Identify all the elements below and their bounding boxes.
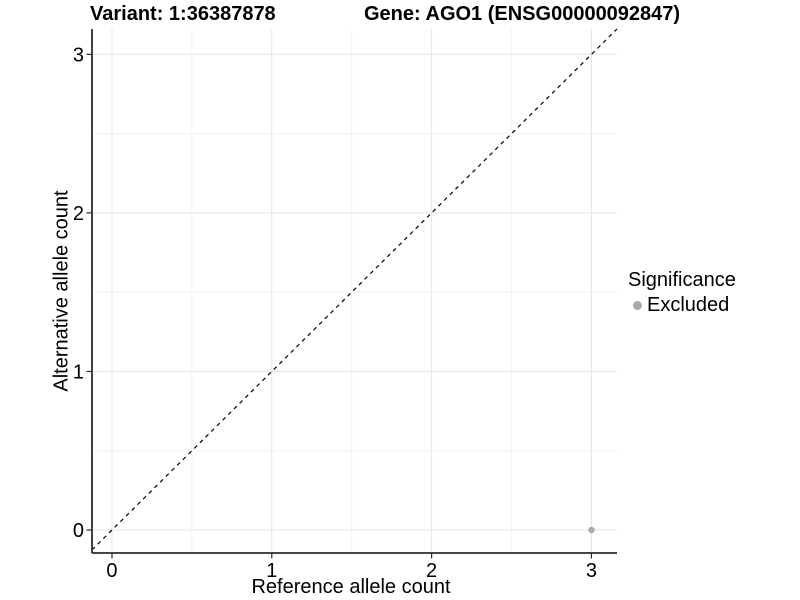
legend-point-icon [633, 301, 642, 310]
x-tick-label: 3 [586, 560, 597, 582]
identity-dashed-line [91, 28, 618, 551]
legend-item-label: Excluded [647, 294, 730, 316]
y-tick-label: 0 [73, 520, 84, 542]
y-axis-label: Alternative allele count [50, 190, 73, 392]
y-tick-label: 3 [73, 44, 84, 66]
x-tick-label: 1 [266, 560, 277, 582]
x-axis-label: Reference allele count [251, 576, 451, 598]
y-tick-label: 1 [73, 361, 84, 383]
data-point [588, 526, 595, 534]
x-tick-label: 0 [106, 560, 117, 582]
gene-title: Gene: AGO1 (ENSG00000092847) [364, 3, 681, 25]
legend-item-excluded: Excluded [628, 294, 736, 317]
variant-title: Variant: 1:36387878 [90, 3, 276, 25]
x-tick-label: 2 [426, 560, 437, 582]
y-tick-label: 2 [73, 203, 84, 225]
legend: Significance Excluded [628, 269, 736, 317]
legend-title: Significance [628, 269, 736, 291]
